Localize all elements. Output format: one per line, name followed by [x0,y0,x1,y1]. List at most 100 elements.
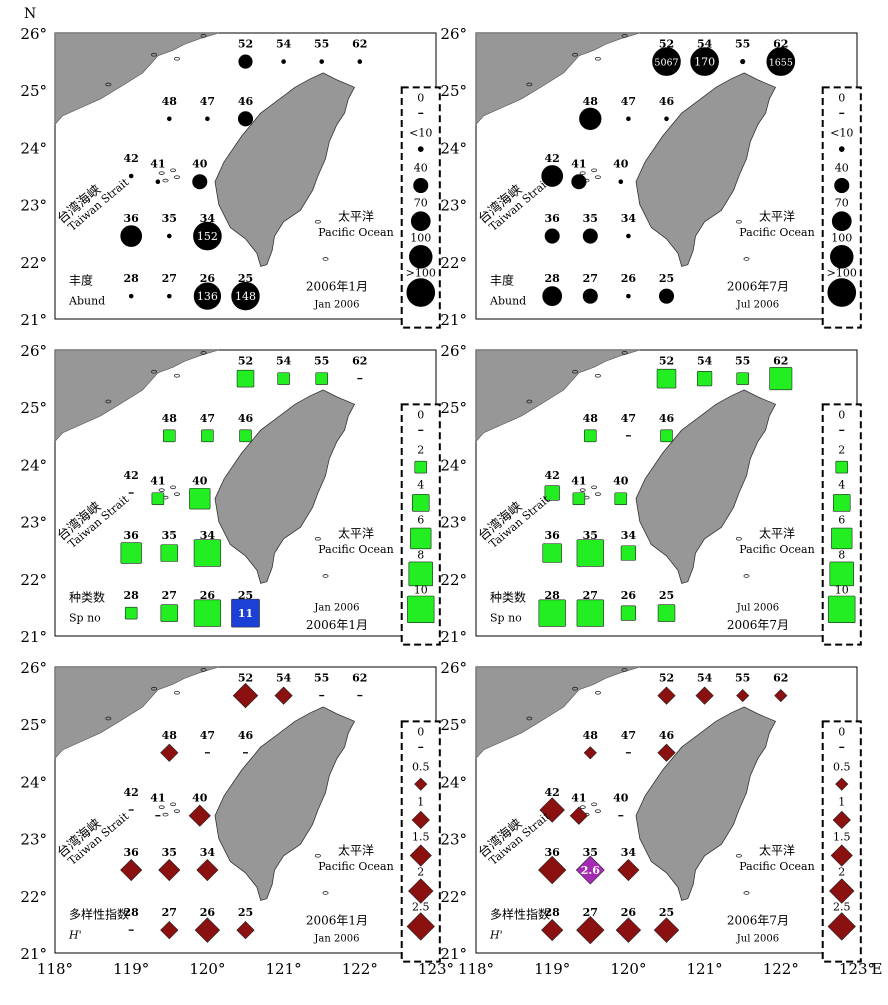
abundance-circle-marker [664,116,669,122]
north-axis-label: N [24,6,36,22]
species-square-marker [828,595,856,623]
islet [173,492,180,496]
islet [151,686,158,691]
islet [735,536,742,541]
date-label-en: Jan 2006 [313,934,359,945]
islet [594,175,601,179]
legend-label: 0 [838,91,845,104]
station-label: 55 [735,355,750,368]
species-square-marker [829,561,854,587]
abundance-circle-marker [831,211,852,232]
diversity-diamond-marker [583,746,597,760]
station-label: 55 [314,38,329,51]
date-label-cn: 2006年7月 [727,618,789,632]
latitude-label: 25° [20,716,47,734]
islet [170,485,177,490]
abundance-circle-marker [690,47,719,76]
legend-label: 100 [831,231,852,244]
islet [526,399,533,404]
diversity-diamond-marker [774,689,788,703]
islet [314,853,321,858]
islet [200,34,207,38]
legend-label: 0.5 [833,760,851,773]
station-label: 41 [571,792,586,805]
latitude-label: 24° [440,139,467,157]
station-label: 54 [697,672,713,685]
abundance-circle-marker [205,116,210,122]
latitude-label: 24° [20,456,47,474]
islet [621,34,628,38]
longitude-label: 120° [610,960,646,978]
station-label: 27 [162,272,177,285]
station-label: 25 [659,272,674,285]
abundance-circle-marker [838,146,845,152]
latitude-label: 24° [440,773,467,791]
station-label: 36 [545,846,561,859]
islet [526,716,533,721]
station-label: 54 [276,672,292,685]
latitude-label: 23° [440,514,467,532]
islet [572,686,579,691]
islet [314,219,321,224]
legend-label: >100 [406,266,436,279]
islet [579,171,586,175]
station-label: 25 [238,272,253,285]
station-label: 36 [545,529,561,542]
pacific-ocean-label-cn: 太平洋 [759,843,795,858]
islet [594,690,601,695]
station-label: 62 [352,355,367,368]
diversity-diamond-marker [194,917,221,943]
station-label: 48 [162,729,178,742]
islet [591,802,598,807]
islet [151,369,158,374]
diversity-diamond-marker [827,912,856,941]
latitude-label: 26° [440,25,467,43]
abundance-circle-marker [541,165,564,187]
diversity-diamond-marker [160,743,179,762]
latitude-label: 23° [440,831,467,849]
abundance-circle-marker [128,173,134,179]
value-annotation: 170 [694,56,715,69]
species-square-marker [660,429,673,443]
legend-label: 4 [417,478,424,491]
species-square-marker [835,460,849,474]
abundance-circle-marker [120,225,143,247]
islet [526,82,533,87]
diversity-diamond-marker [274,686,293,705]
date-label-cn: 2006年7月 [727,279,789,293]
station-label: 55 [735,672,750,685]
diversity-diamond-marker [615,917,642,943]
station-label: 28 [545,272,561,285]
station-label: 42 [124,469,139,482]
taiwan-island [214,72,356,267]
station-label: 40 [613,792,629,805]
islet [158,805,165,809]
station-label: 46 [659,95,675,108]
legend-label: 2 [838,443,845,456]
date-label-cn: 2006年7月 [727,913,789,927]
station-label: 47 [621,95,636,108]
diversity-diamond-marker [695,686,714,705]
station-label: 48 [162,412,178,425]
station-label: 40 [613,475,629,488]
species-square-marker [576,539,604,567]
station-label: 47 [200,729,215,742]
station-label: 55 [314,355,329,368]
station-label: 36 [124,212,140,225]
islet [743,257,750,261]
islet [173,809,180,813]
legend-title-cn: 丰度 [69,273,93,288]
abundance-circle-marker [544,228,560,244]
latitude-label: 25° [440,82,467,100]
legend-label: 6 [417,513,424,526]
legend-label: 2 [838,865,845,878]
longitude-label: 123° [418,960,454,978]
latitude-label: 26° [440,342,467,360]
species-square-marker [544,485,560,501]
value-annotation: 2.6 [581,864,600,877]
species-square-marker [620,605,637,621]
abundance-circle-marker [193,282,222,310]
species-square-marker [407,595,435,623]
species-square-marker [277,372,290,385]
